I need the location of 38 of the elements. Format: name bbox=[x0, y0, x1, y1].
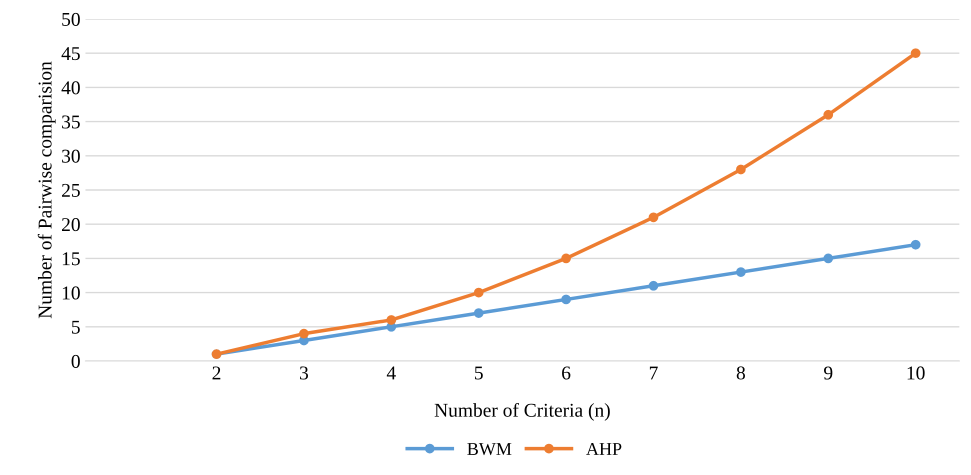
x-tick-label: 5 bbox=[474, 366, 483, 380]
point bbox=[736, 164, 746, 174]
y-tick-label: 50 bbox=[62, 12, 80, 26]
point bbox=[648, 280, 658, 291]
y-tick-label: 15 bbox=[62, 252, 80, 266]
y-tick-label: 5 bbox=[72, 320, 80, 334]
y-tick-label: 30 bbox=[62, 150, 80, 163]
point bbox=[910, 240, 921, 250]
x-tick-label: 10 bbox=[908, 366, 925, 380]
legend-label: AHP bbox=[586, 442, 622, 455]
x-tick-label: 6 bbox=[562, 366, 570, 380]
x-tick-label: 9 bbox=[824, 366, 832, 380]
point bbox=[386, 315, 396, 325]
y-axis-title: Number of Pairwise comparision bbox=[38, 62, 56, 318]
x-tick-label: 4 bbox=[386, 366, 396, 380]
y-tick-label: 10 bbox=[62, 286, 80, 300]
legend-label: BWM bbox=[467, 443, 512, 456]
x-tick-label: 8 bbox=[736, 366, 745, 380]
y-tick-label: 25 bbox=[62, 184, 80, 197]
y-tick-label: 20 bbox=[62, 218, 80, 232]
point bbox=[736, 267, 746, 277]
y-tick-label: 40 bbox=[62, 81, 80, 94]
y-tick-label: 35 bbox=[62, 115, 80, 129]
point bbox=[474, 288, 484, 298]
point bbox=[648, 212, 658, 222]
point bbox=[823, 110, 834, 120]
point bbox=[474, 308, 484, 318]
x-axis-title: Number of Criteria (n) bbox=[434, 402, 610, 421]
x-tick-label: 7 bbox=[650, 366, 658, 380]
y-tick-label: 45 bbox=[62, 47, 80, 60]
x-tick-label: 2 bbox=[212, 366, 220, 380]
point bbox=[823, 254, 834, 264]
point bbox=[910, 48, 921, 58]
x-tick-label: 3 bbox=[300, 366, 308, 380]
point bbox=[299, 328, 309, 338]
point bbox=[561, 254, 571, 264]
y-tick-label: 0 bbox=[72, 354, 80, 368]
point bbox=[561, 294, 571, 304]
